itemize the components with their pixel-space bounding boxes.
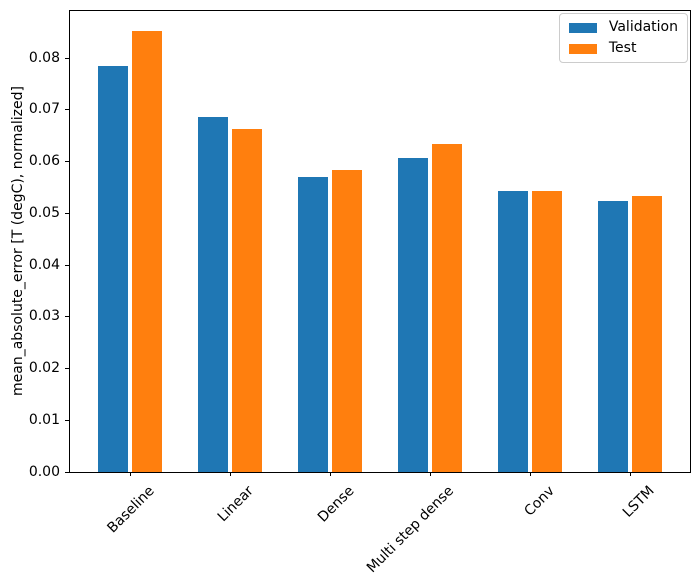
bar-validation-baseline: [98, 66, 128, 472]
plot-area: Validation Test: [69, 10, 691, 473]
x-tick-mark-dense: [330, 472, 331, 476]
bar-test-baseline: [132, 31, 162, 472]
y-tick-mark-0.05: [65, 212, 69, 214]
y-tick-label-0.08: 0.08: [28, 49, 60, 66]
legend-entry-test: Test: [568, 40, 678, 56]
y-tick-mark-0.03: [65, 316, 69, 318]
legend-label-test: Test: [608, 40, 637, 56]
legend: Validation Test: [558, 13, 688, 63]
x-tick-mark-linear: [230, 472, 231, 476]
y-tick-mark-0.06: [65, 161, 69, 163]
bar-test-linear: [232, 129, 262, 472]
legend-swatch-validation-icon: [568, 22, 597, 33]
y-tick-label-0.04: 0.04: [28, 256, 60, 273]
y-tick-mark-0.01: [65, 419, 69, 421]
x-tick-mark-baseline: [130, 472, 131, 476]
bar-validation-dense: [298, 177, 328, 472]
y-tick-mark-0.00: [65, 471, 69, 473]
bar-test-lstm: [632, 196, 662, 472]
y-tick-label-0.00: 0.00: [28, 463, 60, 480]
x-tick-label-baseline: Baseline: [104, 483, 158, 537]
x-tick-mark-conv: [530, 472, 531, 476]
y-axis-label: mean_absolute_error [T (degC), normalize…: [10, 86, 26, 396]
x-tick-label-multi-step-dense: Multi step dense: [364, 483, 458, 577]
bar-validation-lstm: [598, 201, 628, 472]
y-tick-mark-0.04: [65, 264, 69, 266]
y-tick-label-0.06: 0.06: [28, 153, 60, 170]
y-tick-mark-0.08: [65, 57, 69, 59]
y-tick-label-0.05: 0.05: [28, 204, 60, 221]
bar-validation-multi-step-dense: [398, 158, 428, 472]
x-tick-mark-multi-step-dense: [430, 472, 431, 476]
bar-validation-linear: [198, 117, 228, 472]
y-tick-label-0.01: 0.01: [28, 411, 60, 428]
y-tick-label-0.02: 0.02: [28, 360, 60, 377]
x-tick-label-lstm: LSTM: [619, 483, 658, 521]
x-tick-label-linear: Linear: [215, 483, 258, 526]
y-tick-mark-0.07: [65, 109, 69, 111]
y-tick-label-0.03: 0.03: [28, 308, 60, 325]
x-tick-label-dense: Dense: [314, 483, 358, 526]
x-tick-label-conv: Conv: [520, 483, 558, 520]
bar-validation-conv: [498, 191, 528, 472]
legend-entry-validation: Validation: [568, 19, 678, 35]
legend-label-validation: Validation: [608, 19, 678, 35]
bar-test-conv: [532, 191, 562, 472]
bar-test-dense: [332, 170, 362, 472]
bar-test-multi-step-dense: [432, 144, 462, 472]
legend-swatch-test-icon: [568, 43, 597, 54]
x-tick-mark-lstm: [630, 472, 631, 476]
y-tick-mark-0.02: [65, 368, 69, 370]
y-tick-label-0.07: 0.07: [28, 101, 60, 118]
